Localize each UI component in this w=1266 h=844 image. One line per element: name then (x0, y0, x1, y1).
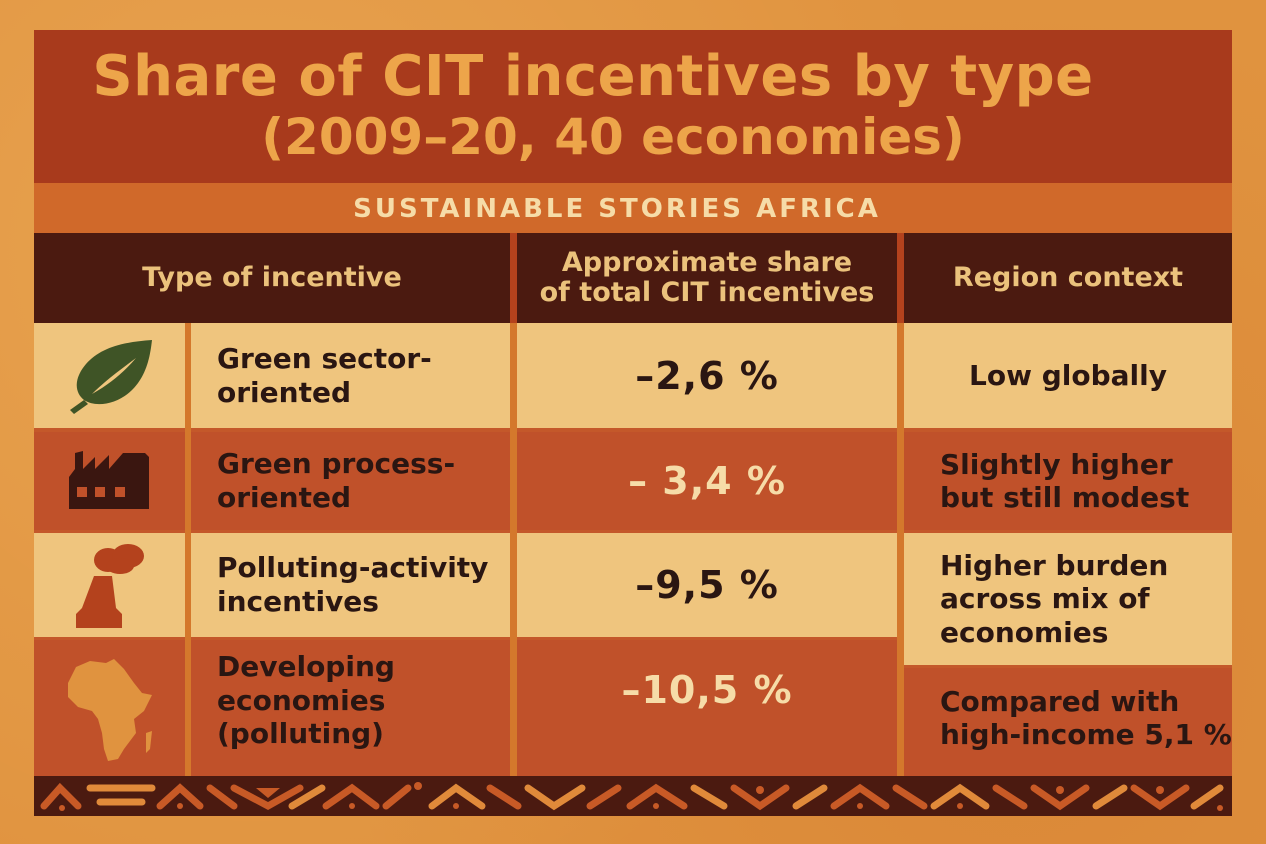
row-2-bg (34, 432, 897, 530)
header-divider-2 (897, 233, 904, 323)
row-1-bg (34, 323, 897, 428)
decorative-pattern-border (34, 776, 1232, 816)
region-line: high-income 5,1 % (940, 718, 1232, 751)
table-header: Type of incentive Approximate share of t… (34, 233, 1232, 323)
title-block: Share of CIT incentives by type (2009–20… (34, 30, 1232, 183)
share-value: –10,5 % (621, 668, 793, 712)
type-cell: Green sector- oriented (191, 323, 510, 428)
header-region-label: Region context (952, 261, 1184, 293)
title-subline: (2009–20, 40 economies) (261, 108, 965, 166)
type-cell: Polluting-activity incentives (191, 533, 510, 637)
region-cell: Compared with high-income 5,1 % (904, 668, 1232, 768)
column-divider-1 (510, 323, 517, 776)
row-4-bg (34, 640, 897, 776)
header-type-label: Type of incentive (142, 261, 402, 293)
factory-icon (34, 432, 185, 530)
tribal-pattern-icon (40, 782, 1224, 811)
region-line: but still modest (940, 481, 1190, 514)
title: Share of CIT incentives by type (92, 44, 1094, 109)
region-cell: Low globally (904, 323, 1232, 428)
region-line: Slightly higher (940, 447, 1173, 481)
region-1-bg (904, 323, 1232, 428)
type-cell: Developing economies (polluting) (191, 640, 510, 776)
region-4-bg (904, 668, 1232, 776)
share-value: – 3,4 % (628, 459, 786, 503)
header-share-line1: Approximate share (561, 246, 853, 278)
subtitle-band: SUSTAINABLE STORIES AFRICA (34, 183, 1232, 233)
type-line: Green process- (217, 447, 456, 481)
header-type: Type of incentive (34, 233, 510, 323)
region-2-bg (904, 432, 1232, 530)
region-cell: Slightly higher but still modest (904, 432, 1232, 530)
region-line: across mix of (940, 582, 1150, 616)
column-divider-2 (897, 323, 904, 776)
share-value: –9,5 % (635, 563, 779, 607)
type-line: Polluting-activity (217, 551, 489, 585)
header-divider-1 (510, 233, 517, 323)
region-line: economies (940, 615, 1109, 649)
leaf-icon (34, 323, 185, 428)
type-line: oriented (217, 481, 351, 514)
type-line: (polluting) (217, 717, 384, 751)
region-line: Compared with (940, 684, 1180, 718)
subtitle: SUSTAINABLE STORIES AFRICA (353, 194, 881, 224)
header-region: Region context (904, 233, 1232, 323)
type-cell: Green process- oriented (191, 432, 510, 530)
row-3-bg (34, 533, 897, 637)
region-line: Low globally (969, 358, 1167, 392)
icon-divider (185, 323, 191, 776)
smokestack-icon (34, 533, 185, 637)
type-line: Green sector- (217, 341, 432, 375)
region-line: Higher burden (940, 549, 1169, 583)
infographic-panel: Share of CIT incentives by type (2009–20… (34, 30, 1232, 816)
region-3-bg (904, 533, 1232, 665)
region-cell: Higher burden across mix of economies (904, 533, 1232, 665)
type-line: economies (217, 683, 386, 717)
header-share-line2: of total CIT incentives (539, 277, 875, 308)
africa-map-icon (34, 640, 185, 776)
share-value: –2,6 % (635, 353, 779, 398)
header-share: Approximate share of total CIT incentive… (517, 233, 897, 323)
type-line: incentives (217, 585, 379, 618)
type-line: Developing (217, 650, 395, 683)
type-line: oriented (217, 375, 351, 409)
